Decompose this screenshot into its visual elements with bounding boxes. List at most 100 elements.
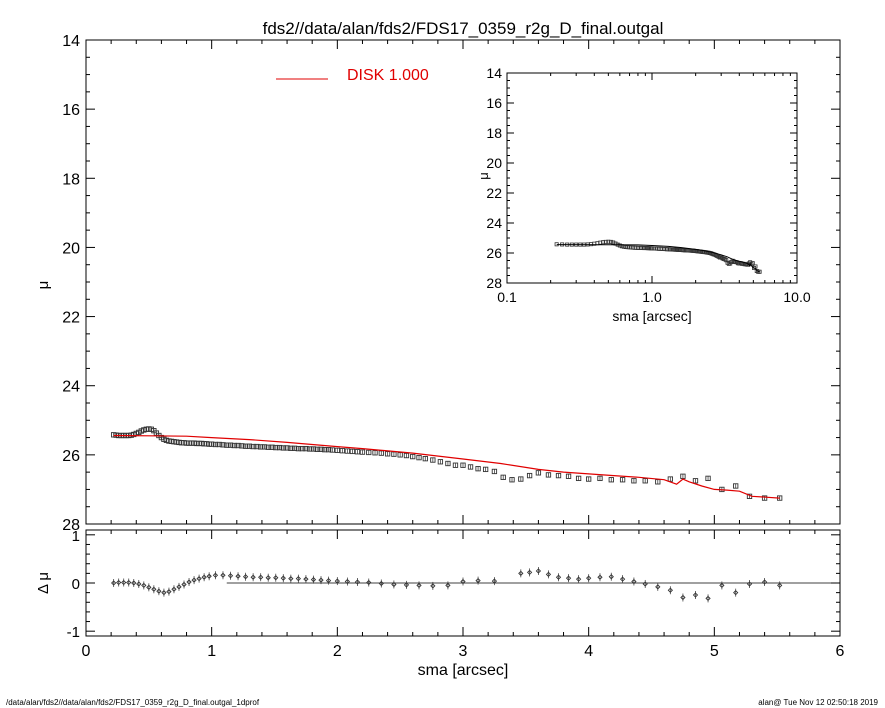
data-point — [705, 475, 711, 482]
data-point — [467, 464, 474, 470]
residual-point — [680, 594, 686, 601]
data-point — [227, 442, 234, 448]
data-point — [597, 475, 603, 482]
residual-point — [250, 574, 256, 580]
inset-panel: 14 16 18 20 22 24 26 280.1 1.0 10.0 μ sma [arcsec… — [476, 65, 811, 324]
data-point — [250, 443, 256, 450]
residual-point — [642, 581, 648, 587]
residual-point — [206, 573, 212, 579]
data-point — [586, 476, 592, 482]
residual-point — [608, 574, 614, 580]
y-tick-label: 26 — [62, 448, 80, 465]
residual-point — [318, 577, 324, 583]
inset-data-point — [603, 239, 608, 244]
data-point — [410, 453, 416, 460]
residual-point — [181, 581, 187, 588]
y-tick-label: 24 — [62, 379, 80, 396]
data-point — [224, 442, 230, 448]
inset-data-point — [606, 239, 611, 244]
y-tick-label: 16 — [62, 102, 80, 119]
residual-point — [227, 573, 234, 579]
data-point — [509, 477, 515, 483]
x-tick-label: 1 — [207, 643, 216, 660]
data-point — [692, 478, 699, 484]
data-point — [482, 466, 489, 473]
residual-point — [186, 579, 192, 585]
data-point — [276, 444, 283, 451]
inset-y-tick-label: 24 — [486, 215, 502, 231]
residual-point — [475, 577, 481, 584]
residual-point — [121, 579, 127, 586]
data-point — [322, 447, 328, 453]
inset-data-point — [750, 261, 755, 266]
data-point — [667, 476, 674, 482]
data-point — [339, 448, 346, 454]
inset-x-tick-label: 0.1 — [497, 289, 517, 305]
x-tick-label: 6 — [836, 643, 845, 660]
data-point — [491, 468, 498, 475]
inset-y-tick-label: 14 — [486, 65, 502, 81]
data-point — [307, 446, 313, 452]
residual-point — [161, 589, 167, 596]
footer-file-path: /data/alan/fds2//data/alan/fds2/FDS17_03… — [6, 698, 260, 707]
residual-point — [191, 577, 197, 583]
inset-data-point — [611, 240, 616, 245]
data-point — [310, 446, 317, 452]
data-point — [445, 460, 451, 467]
residual-point — [111, 580, 117, 586]
data-point — [254, 443, 260, 450]
residual-point — [391, 581, 397, 588]
data-point — [475, 466, 481, 472]
inset-y-tick-label: 22 — [486, 185, 502, 201]
residual-point — [212, 572, 219, 578]
inset-y-tick-label: 18 — [486, 125, 502, 141]
residual-point — [235, 573, 241, 579]
data-point — [212, 441, 219, 448]
disk-model-line — [113, 434, 780, 499]
residual-point — [166, 589, 172, 595]
inset-data-point — [617, 243, 622, 248]
data-point — [545, 472, 552, 478]
residual-point — [619, 576, 626, 582]
data-point — [242, 443, 249, 449]
residual-point — [575, 576, 582, 582]
data-point — [318, 446, 324, 452]
residual-point — [403, 582, 410, 588]
data-point — [246, 443, 253, 449]
residual-point — [733, 589, 739, 596]
inset-y-label: μ — [476, 172, 491, 180]
residual-point — [631, 578, 637, 585]
data-point — [608, 477, 614, 483]
residual-point — [303, 576, 309, 582]
data-point — [354, 449, 361, 455]
residual-point — [201, 574, 207, 580]
data-point — [631, 478, 637, 484]
data-point — [325, 447, 332, 453]
data-point — [280, 445, 286, 451]
data-point — [416, 454, 422, 461]
residual-y-label: Δ μ — [35, 572, 52, 594]
data-point — [216, 441, 222, 448]
inset-x-label: sma [arcsec] — [612, 308, 691, 324]
y-tick-label: 28 — [62, 517, 80, 534]
res-y-tick-label: -1 — [67, 624, 80, 641]
data-point — [366, 449, 372, 456]
data-point — [295, 445, 302, 452]
res-y-tick-label: 1 — [72, 528, 80, 545]
inset-frame — [506, 72, 798, 284]
residual-point — [518, 570, 524, 577]
data-point — [344, 448, 351, 454]
data-point — [299, 445, 305, 452]
data-point — [220, 442, 226, 448]
data-point — [235, 442, 241, 449]
residual-point — [491, 578, 498, 584]
residual-point — [196, 576, 202, 582]
residual-point — [761, 579, 768, 585]
data-point — [359, 449, 366, 455]
residual-point — [344, 578, 351, 585]
y-tick-label: 22 — [62, 310, 80, 327]
residual-point — [667, 587, 673, 593]
residual-point — [273, 575, 279, 581]
res-y-tick-label: 0 — [72, 576, 80, 593]
residual-point — [156, 588, 162, 594]
